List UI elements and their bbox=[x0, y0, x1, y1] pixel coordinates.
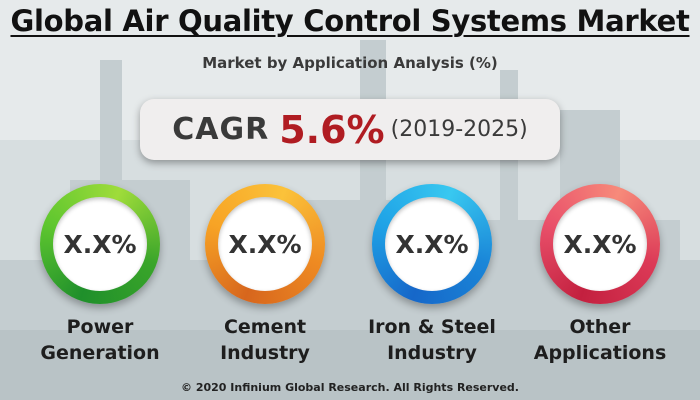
cagr-box: CAGR 5.6% (2019-2025) bbox=[140, 99, 560, 160]
segment-ring: X.X% bbox=[540, 184, 660, 304]
chart-subtitle: Market by Application Analysis (%) bbox=[202, 54, 498, 72]
cagr-label: CAGR bbox=[172, 112, 270, 147]
segment-label-line2: Applications bbox=[533, 342, 667, 364]
cagr-value: 5.6% bbox=[279, 107, 385, 152]
segment-label: Iron & Steel Industry bbox=[352, 314, 512, 366]
segment-other-applications: X.X% Other Applications bbox=[520, 184, 680, 366]
segment-label-line1: Cement bbox=[223, 316, 307, 338]
segment-label-line2: Generation bbox=[40, 342, 160, 364]
segment-value: X.X% bbox=[385, 197, 479, 291]
segment-value: X.X% bbox=[53, 197, 147, 291]
segment-cement-industry: X.X% Cement Industry bbox=[185, 184, 345, 366]
cagr-period: (2019-2025) bbox=[390, 117, 528, 142]
segment-label-line2: Industry bbox=[387, 342, 477, 364]
segment-value: X.X% bbox=[553, 197, 647, 291]
copyright-footer: © 2020 Infinium Global Research. All Rig… bbox=[181, 381, 519, 394]
segment-iron-steel-industry: X.X% Iron & Steel Industry bbox=[352, 184, 512, 366]
segment-label: Power Generation bbox=[20, 314, 180, 366]
segment-label-line1: Iron & Steel bbox=[368, 316, 496, 338]
segment-ring: X.X% bbox=[372, 184, 492, 304]
segment-label-line1: Power bbox=[66, 316, 134, 338]
segment-label-line1: Other bbox=[569, 316, 631, 338]
segment-ring: X.X% bbox=[205, 184, 325, 304]
segment-label: Cement Industry bbox=[185, 314, 345, 366]
segment-value: X.X% bbox=[218, 197, 312, 291]
chart-title: Global Air Quality Control Systems Marke… bbox=[10, 4, 690, 38]
segment-power-generation: X.X% Power Generation bbox=[20, 184, 180, 366]
segment-ring: X.X% bbox=[40, 184, 160, 304]
segment-label-line2: Industry bbox=[220, 342, 310, 364]
segment-label: Other Applications bbox=[520, 314, 680, 366]
